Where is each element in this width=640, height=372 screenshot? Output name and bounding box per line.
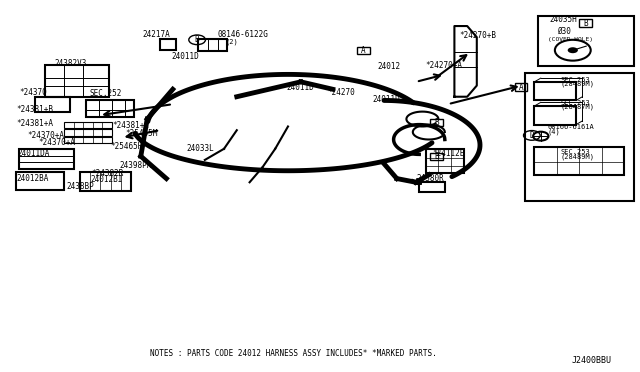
Bar [430, 153, 443, 160]
Bar [64, 129, 112, 136]
Bar [357, 47, 370, 54]
Bar [64, 122, 112, 128]
Text: 2438BP: 2438BP [67, 182, 94, 191]
Text: D: D [529, 131, 534, 140]
Bar [64, 137, 112, 143]
Text: SEC.253: SEC.253 [561, 77, 590, 83]
Text: (2): (2) [225, 38, 238, 45]
Bar [430, 119, 443, 126]
Bar [160, 39, 176, 50]
Text: 24012BI: 24012BI [91, 175, 124, 184]
Text: SEC.253: SEC.253 [561, 150, 590, 155]
Bar [45, 65, 109, 97]
Text: 24011D: 24011D [372, 95, 400, 104]
Text: 24012BA: 24012BA [17, 174, 49, 183]
Text: *24382R: *24382R [91, 169, 124, 178]
Bar [86, 100, 134, 117]
Text: 24380R: 24380R [416, 174, 444, 183]
Bar [515, 83, 527, 91]
Bar [534, 106, 576, 125]
Text: B: B [195, 35, 200, 44]
Text: (COVER HOLE): (COVER HOLE) [548, 37, 593, 42]
Text: (28489M): (28489M) [561, 154, 595, 160]
Text: (4): (4) [548, 128, 561, 135]
Text: *24370+A: *24370+A [27, 131, 64, 140]
Text: 24011D: 24011D [172, 52, 199, 61]
Text: B: B [583, 19, 588, 28]
Bar [534, 82, 576, 100]
Text: 24382V3: 24382V3 [54, 59, 87, 68]
Text: 24011DA: 24011DA [18, 150, 51, 158]
Bar [80, 172, 131, 191]
Bar [16, 172, 64, 190]
Bar [19, 149, 74, 169]
Text: Ø30: Ø30 [557, 27, 571, 36]
Text: *24270: *24270 [328, 89, 355, 97]
Text: *24381+A: *24381+A [17, 119, 54, 128]
Bar [534, 147, 624, 175]
Text: 24011D: 24011D [287, 83, 314, 92]
Circle shape [568, 47, 578, 53]
Text: *25465M: *25465M [125, 129, 158, 138]
Bar [525, 73, 634, 201]
Bar [538, 16, 634, 66]
Text: A: A [361, 46, 366, 55]
Bar [419, 182, 445, 192]
Text: J2400BBU: J2400BBU [571, 356, 611, 365]
Text: *24112E: *24112E [433, 150, 465, 158]
Text: 08146-6122G: 08146-6122G [218, 30, 268, 39]
Text: *24270+A: *24270+A [425, 61, 462, 70]
Text: 24217A: 24217A [142, 30, 170, 39]
Bar [426, 149, 464, 173]
Text: 08166-6161A: 08166-6161A [547, 124, 594, 130]
Bar [35, 97, 70, 112]
Text: 24012: 24012 [378, 62, 401, 71]
Text: *24370+A: *24370+A [38, 138, 76, 147]
Text: SEC.253: SEC.253 [561, 100, 590, 106]
Text: *25465H: *25465H [110, 142, 143, 151]
Text: B: B [434, 152, 439, 161]
Text: *24270+B: *24270+B [460, 31, 497, 40]
Text: *24370: *24370 [19, 88, 47, 97]
Bar [198, 39, 227, 51]
Text: (28487M): (28487M) [561, 104, 595, 110]
Text: 24033L: 24033L [187, 144, 214, 153]
Text: (28489M): (28489M) [561, 81, 595, 87]
Text: B: B [434, 118, 439, 127]
Text: 24398PA: 24398PA [119, 161, 152, 170]
Text: *24381+B: *24381+B [17, 105, 54, 114]
Bar [579, 19, 592, 27]
Text: *24381+C: *24381+C [113, 121, 150, 130]
Text: NOTES : PARTS CODE 24012 HARNESS ASSY INCLUDES* *MARKED PARTS.: NOTES : PARTS CODE 24012 HARNESS ASSY IN… [150, 349, 437, 358]
Text: SEC.252: SEC.252 [90, 89, 122, 98]
Text: A: A [518, 83, 524, 92]
Text: 24035H: 24035H [549, 15, 577, 24]
